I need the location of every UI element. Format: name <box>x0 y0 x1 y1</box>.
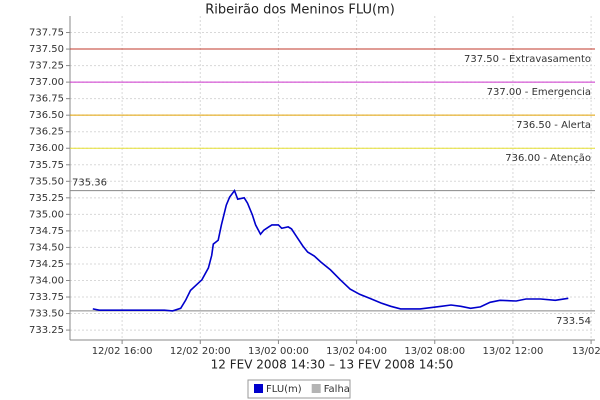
x-tick-label: 13/02 04:00 <box>326 346 387 357</box>
x-tick-label: 12/02 16:00 <box>92 346 153 357</box>
legend-swatch <box>254 384 263 393</box>
threshold-label: 737.50 - Extravasamento <box>464 54 591 65</box>
y-tick-label: 734.00 <box>29 275 64 286</box>
y-tick-label: 736.00 <box>29 143 64 154</box>
threshold-label: 736.00 - Atenção <box>505 153 591 164</box>
x-tick-label: 13/02 12:00 <box>483 346 544 357</box>
threshold-label: 735.36 <box>72 178 107 189</box>
y-tick-label: 733.25 <box>29 325 64 336</box>
y-tick-label: 734.75 <box>29 226 64 237</box>
x-tick-label: 13/02 08:00 <box>404 346 465 357</box>
y-tick-label: 736.25 <box>29 127 64 138</box>
legend: FLU(m) Falha <box>247 379 351 399</box>
x-tick-label: 13/02 1 <box>572 346 600 357</box>
y-tick-label: 737.50 <box>29 44 64 55</box>
y-tick-label: 735.75 <box>29 160 64 171</box>
chart-title: Ribeirão dos Meninos FLU(m) <box>205 3 395 18</box>
legend-box <box>247 379 351 399</box>
x-tick-label: 13/02 00:00 <box>248 346 309 357</box>
threshold-label: 733.54 <box>556 316 591 327</box>
y-tick-label: 737.25 <box>29 61 64 72</box>
threshold-label: 736.50 - Alerta <box>516 120 591 131</box>
y-tick-label: 737.00 <box>29 77 64 88</box>
threshold-label: 737.00 - Emergencia <box>487 87 591 98</box>
y-tick-label: 736.50 <box>29 110 64 121</box>
data-line <box>92 188 569 312</box>
x-tick-label: 12/02 20:00 <box>170 346 231 357</box>
legend-label: Falha <box>324 384 350 395</box>
y-tick-label: 734.50 <box>29 242 64 253</box>
y-tick-label: 735.25 <box>29 193 64 204</box>
legend-swatch <box>311 384 321 393</box>
legend-label: FLU(m) <box>266 384 302 395</box>
y-tick-label: 735.50 <box>29 176 64 187</box>
y-tick-label: 733.75 <box>29 292 64 303</box>
y-tick-label: 734.25 <box>29 259 64 270</box>
y-tick-label: 736.75 <box>29 94 64 105</box>
x-axis-label: 12 FEV 2008 14:30 – 13 FEV 2008 14:50 <box>211 358 454 372</box>
y-tick-label: 733.50 <box>29 309 64 320</box>
y-tick-label: 735.00 <box>29 209 64 220</box>
y-tick-label: 737.75 <box>29 28 64 39</box>
